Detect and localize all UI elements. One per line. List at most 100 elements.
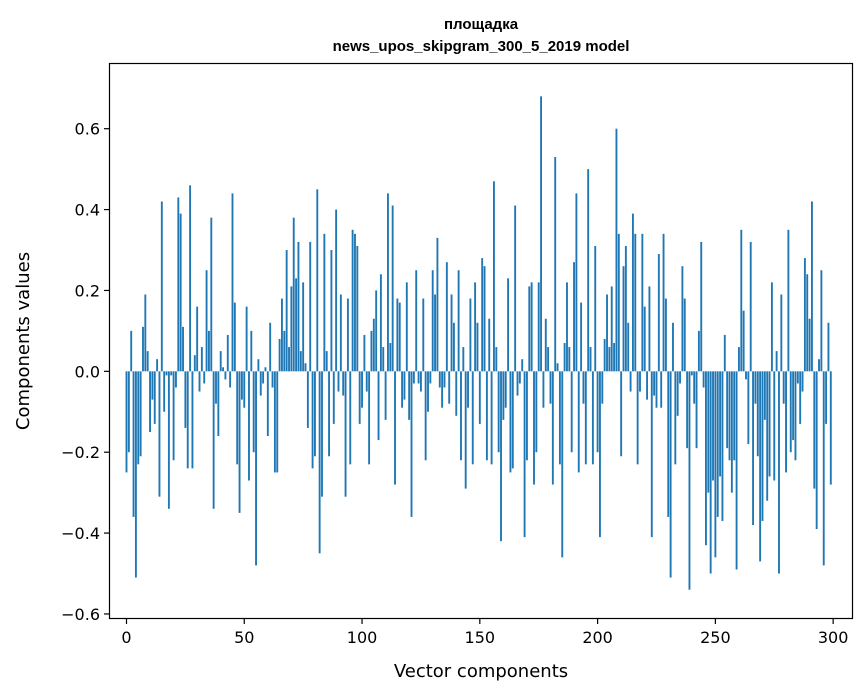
bar-295 — [820, 270, 823, 372]
bar-174 — [535, 371, 538, 453]
bar-74 — [299, 351, 302, 372]
y-tick-label: 0.2 — [75, 281, 100, 300]
y-tick-label: 0.4 — [75, 201, 100, 220]
bar-256 — [728, 371, 731, 461]
bar-212 — [624, 245, 627, 372]
bar-273 — [768, 371, 771, 477]
bar-276 — [775, 351, 778, 372]
bar-142 — [460, 371, 462, 461]
bar-280 — [785, 371, 787, 473]
bar-97 — [354, 233, 356, 372]
bar-70 — [290, 286, 293, 372]
bar-200 — [596, 371, 599, 453]
bar-140 — [455, 371, 458, 416]
bar-2 — [130, 330, 133, 372]
chart-title-line-1: площадка — [444, 16, 519, 33]
bar-3 — [132, 371, 135, 517]
bar-17 — [165, 371, 168, 376]
bar-114 — [394, 371, 396, 485]
bar-117 — [401, 371, 404, 408]
plot-frame — [108, 62, 854, 620]
bar-29 — [193, 355, 196, 372]
bar-51 — [245, 306, 248, 372]
bar-167 — [518, 371, 521, 384]
bar-185 — [561, 371, 564, 558]
bar-25 — [184, 371, 187, 428]
bar-281 — [787, 229, 790, 372]
bar-125 — [419, 371, 422, 392]
bar-133 — [438, 371, 441, 388]
bar-221 — [646, 371, 648, 400]
bar-160 — [502, 371, 505, 420]
bar-209 — [617, 233, 620, 372]
bar-26 — [186, 371, 189, 469]
bar-137 — [448, 371, 451, 404]
bar-15 — [160, 201, 163, 372]
bar-64 — [276, 371, 279, 473]
bar-227 — [660, 371, 663, 408]
bar-127 — [424, 371, 427, 461]
bar-105 — [372, 318, 375, 372]
x-tick-label: 250 — [700, 628, 731, 647]
bar-206 — [610, 286, 613, 372]
x-tick-label: 0 — [121, 628, 131, 647]
bar-147 — [471, 371, 474, 465]
bar-134 — [441, 371, 444, 408]
bar-266 — [752, 371, 754, 525]
bar-253 — [721, 371, 724, 521]
bar-27 — [189, 185, 192, 372]
bar-223 — [650, 371, 653, 538]
bar-112 — [389, 343, 392, 372]
bar-297 — [825, 371, 828, 424]
bar-103 — [368, 371, 371, 465]
bar-282 — [789, 371, 792, 453]
bar-199 — [594, 245, 597, 372]
bar-37 — [212, 371, 215, 509]
bar-269 — [759, 371, 762, 562]
bar-154 — [488, 318, 491, 372]
bar-63 — [273, 371, 276, 473]
bar-59 — [264, 367, 267, 372]
bar-96 — [351, 229, 354, 372]
bar-22 — [177, 197, 180, 372]
bar-245 — [702, 371, 705, 388]
bar-183 — [556, 363, 559, 372]
bar-143 — [462, 347, 465, 372]
bar-75 — [302, 282, 305, 372]
bar-136 — [445, 262, 448, 372]
bar-35 — [207, 330, 210, 372]
bar-106 — [375, 290, 378, 372]
bar-152 — [483, 266, 486, 372]
bar-233 — [674, 371, 677, 465]
bar-129 — [429, 371, 432, 384]
bar-161 — [504, 371, 507, 408]
bar-270 — [761, 371, 764, 521]
bar-121 — [410, 371, 413, 517]
bar-90 — [337, 371, 340, 392]
bar-24 — [182, 326, 184, 372]
bar-260 — [737, 347, 740, 372]
bar-286 — [799, 371, 802, 424]
bar-108 — [379, 274, 382, 372]
bar-157 — [495, 347, 498, 372]
bar-237 — [683, 298, 686, 372]
bar-263 — [745, 371, 747, 380]
bar-155 — [490, 371, 493, 465]
bar-292 — [813, 371, 816, 489]
bar-128 — [427, 371, 429, 412]
bar-158 — [497, 371, 500, 453]
bar-290 — [808, 318, 811, 372]
bar-71 — [292, 217, 295, 372]
bar-58 — [262, 371, 265, 384]
bar-249 — [712, 371, 714, 481]
bar-115 — [396, 298, 399, 372]
bar-101 — [363, 334, 366, 372]
bar-135 — [443, 371, 446, 388]
bar-194 — [582, 371, 585, 404]
bar-299 — [829, 371, 832, 485]
bar-1 — [127, 371, 130, 453]
x-tick-label: 300 — [818, 628, 849, 647]
bar-203 — [603, 338, 606, 372]
bar-81 — [316, 189, 319, 372]
